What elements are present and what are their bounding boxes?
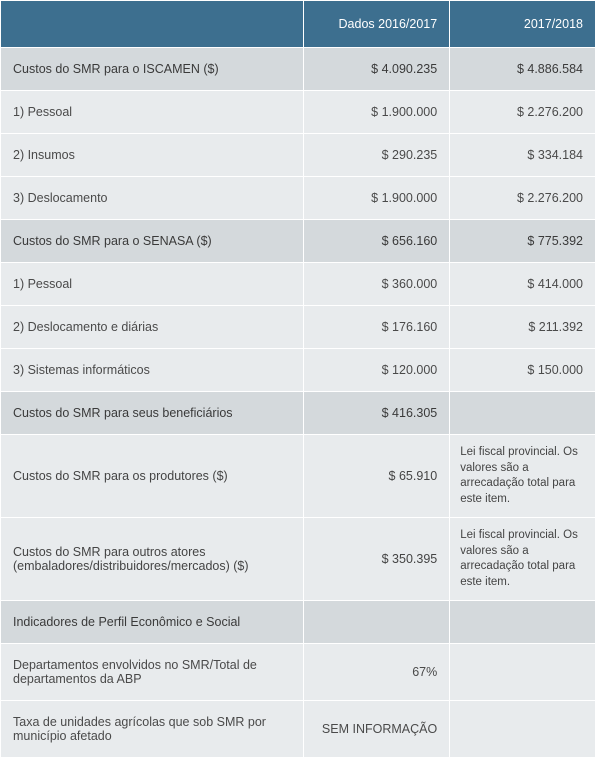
row-label: 2) Deslocamento e diárias bbox=[1, 306, 304, 349]
table-row: Departamentos envolvidos no SMR/Total de… bbox=[1, 644, 596, 701]
row-value-2: $ 150.000 bbox=[450, 349, 596, 392]
table-row: Indicadores de Perfil Econômico e Social bbox=[1, 601, 596, 644]
table-row: 3) Sistemas informáticos $ 120.000 $ 150… bbox=[1, 349, 596, 392]
table-row: 1) Pessoal $ 1.900.000 $ 2.276.200 bbox=[1, 91, 596, 134]
row-value-2: $ 334.184 bbox=[450, 134, 596, 177]
row-value-1: $ 176.160 bbox=[304, 306, 450, 349]
row-label: 1) Pessoal bbox=[1, 263, 304, 306]
row-label: Custos do SMR para o ISCAMEN ($) bbox=[1, 48, 304, 91]
row-value-2: $ 211.392 bbox=[450, 306, 596, 349]
row-value-2: $ 2.276.200 bbox=[450, 91, 596, 134]
row-label: 1) Pessoal bbox=[1, 91, 304, 134]
table-header-row: Dados 2016/2017 2017/2018 bbox=[1, 1, 596, 48]
row-label: Custos do SMR para os produtores ($) bbox=[1, 435, 304, 518]
row-value-1 bbox=[304, 601, 450, 644]
table-row: Custos do SMR para o SENASA ($) $ 656.16… bbox=[1, 220, 596, 263]
header-period-1: Dados 2016/2017 bbox=[304, 1, 450, 48]
row-label: Custos do SMR para outros atores (embala… bbox=[1, 518, 304, 601]
row-value-2 bbox=[450, 644, 596, 701]
row-value-2: $ 4.886.584 bbox=[450, 48, 596, 91]
header-period-2: 2017/2018 bbox=[450, 1, 596, 48]
header-empty bbox=[1, 1, 304, 48]
table-row: 1) Pessoal $ 360.000 $ 414.000 bbox=[1, 263, 596, 306]
row-label: 2) Insumos bbox=[1, 134, 304, 177]
row-value-1: $ 360.000 bbox=[304, 263, 450, 306]
row-value-2: $ 414.000 bbox=[450, 263, 596, 306]
row-note: Lei fiscal provincial. Os valores são a … bbox=[450, 435, 596, 518]
row-value-2 bbox=[450, 601, 596, 644]
table-row: 2) Insumos $ 290.235 $ 334.184 bbox=[1, 134, 596, 177]
row-label: 3) Sistemas informáticos bbox=[1, 349, 304, 392]
row-value-2: $ 2.276.200 bbox=[450, 177, 596, 220]
row-value-1: $ 120.000 bbox=[304, 349, 450, 392]
table-row: Custos do SMR para seus beneficiários $ … bbox=[1, 392, 596, 435]
row-label: Departamentos envolvidos no SMR/Total de… bbox=[1, 644, 304, 701]
table-body: Custos do SMR para o ISCAMEN ($) $ 4.090… bbox=[1, 48, 596, 758]
row-value-1: $ 1.900.000 bbox=[304, 91, 450, 134]
row-value-1: $ 1.900.000 bbox=[304, 177, 450, 220]
row-value-1: $ 350.395 bbox=[304, 518, 450, 601]
row-value-1: $ 656.160 bbox=[304, 220, 450, 263]
row-value-2: $ 775.392 bbox=[450, 220, 596, 263]
table-row: Custos do SMR para os produtores ($) $ 6… bbox=[1, 435, 596, 518]
table-row: Custos do SMR para o ISCAMEN ($) $ 4.090… bbox=[1, 48, 596, 91]
row-label: Custos do SMR para seus beneficiários bbox=[1, 392, 304, 435]
table-row: 2) Deslocamento e diárias $ 176.160 $ 21… bbox=[1, 306, 596, 349]
row-value-1: $ 416.305 bbox=[304, 392, 450, 435]
row-label: Custos do SMR para o SENASA ($) bbox=[1, 220, 304, 263]
row-note: Lei fiscal provincial. Os valores são a … bbox=[450, 518, 596, 601]
row-label: Indicadores de Perfil Econômico e Social bbox=[1, 601, 304, 644]
table-row: Custos do SMR para outros atores (embala… bbox=[1, 518, 596, 601]
row-value-2 bbox=[450, 392, 596, 435]
table-row: Taxa de unidades agrícolas que sob SMR p… bbox=[1, 701, 596, 758]
row-value-1: 67% bbox=[304, 644, 450, 701]
row-value-1: $ 65.910 bbox=[304, 435, 450, 518]
row-label: Taxa de unidades agrícolas que sob SMR p… bbox=[1, 701, 304, 758]
row-value-1: SEM INFORMAÇÃO bbox=[304, 701, 450, 758]
row-value-1: $ 4.090.235 bbox=[304, 48, 450, 91]
row-value-1: $ 290.235 bbox=[304, 134, 450, 177]
row-label: 3) Deslocamento bbox=[1, 177, 304, 220]
cost-table: Dados 2016/2017 2017/2018 Custos do SMR … bbox=[0, 0, 596, 758]
row-value-2 bbox=[450, 701, 596, 758]
table-row: 3) Deslocamento $ 1.900.000 $ 2.276.200 bbox=[1, 177, 596, 220]
